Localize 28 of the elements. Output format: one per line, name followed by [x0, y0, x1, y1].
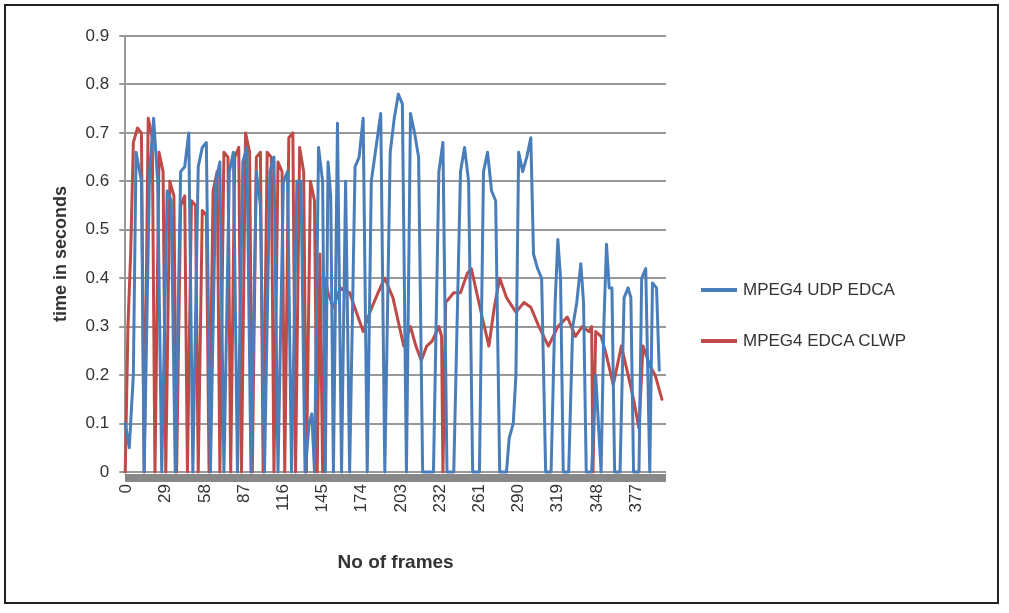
x-tick-label: 58: [194, 484, 214, 503]
y-tick-label: 0: [99, 461, 110, 481]
x-tick-label: 203: [390, 484, 410, 513]
y-tick-label: 0.7: [85, 122, 110, 142]
x-tick-label: 319: [547, 484, 567, 513]
y-tick-label: 0.1: [85, 413, 110, 433]
legend-label: MPEG4 EDCA CLWP: [743, 330, 907, 351]
x-tick-label: 232: [429, 484, 449, 513]
y-tick-label: 0.4: [85, 267, 110, 287]
x-tick-label: 377: [625, 484, 645, 513]
y-tick-label: 0.8: [85, 74, 110, 94]
legend-label: MPEG4 UDP EDCA: [743, 279, 895, 300]
x-tick-label: 261: [469, 484, 489, 513]
x-tick-label: 29: [155, 484, 175, 503]
y-tick-label: 0.3: [85, 316, 110, 336]
y-axis-title: time in seconds: [49, 185, 70, 323]
x-tick-label: 0: [116, 484, 136, 494]
x-tick-label: 174: [351, 484, 371, 513]
y-tick-label: 0.5: [85, 219, 110, 239]
x-tick-label: 87: [233, 484, 253, 503]
x-tick-label: 348: [586, 484, 606, 513]
x-axis-title: No of frames: [337, 550, 454, 572]
y-tick-label: 0.2: [85, 364, 110, 384]
x-tick-label: 116: [273, 484, 293, 512]
y-tick-label: 0.6: [85, 171, 110, 191]
x-tick-label: 290: [508, 484, 528, 513]
x-tick-label: 145: [312, 484, 332, 513]
y-tick-label: 0.9: [85, 25, 110, 45]
